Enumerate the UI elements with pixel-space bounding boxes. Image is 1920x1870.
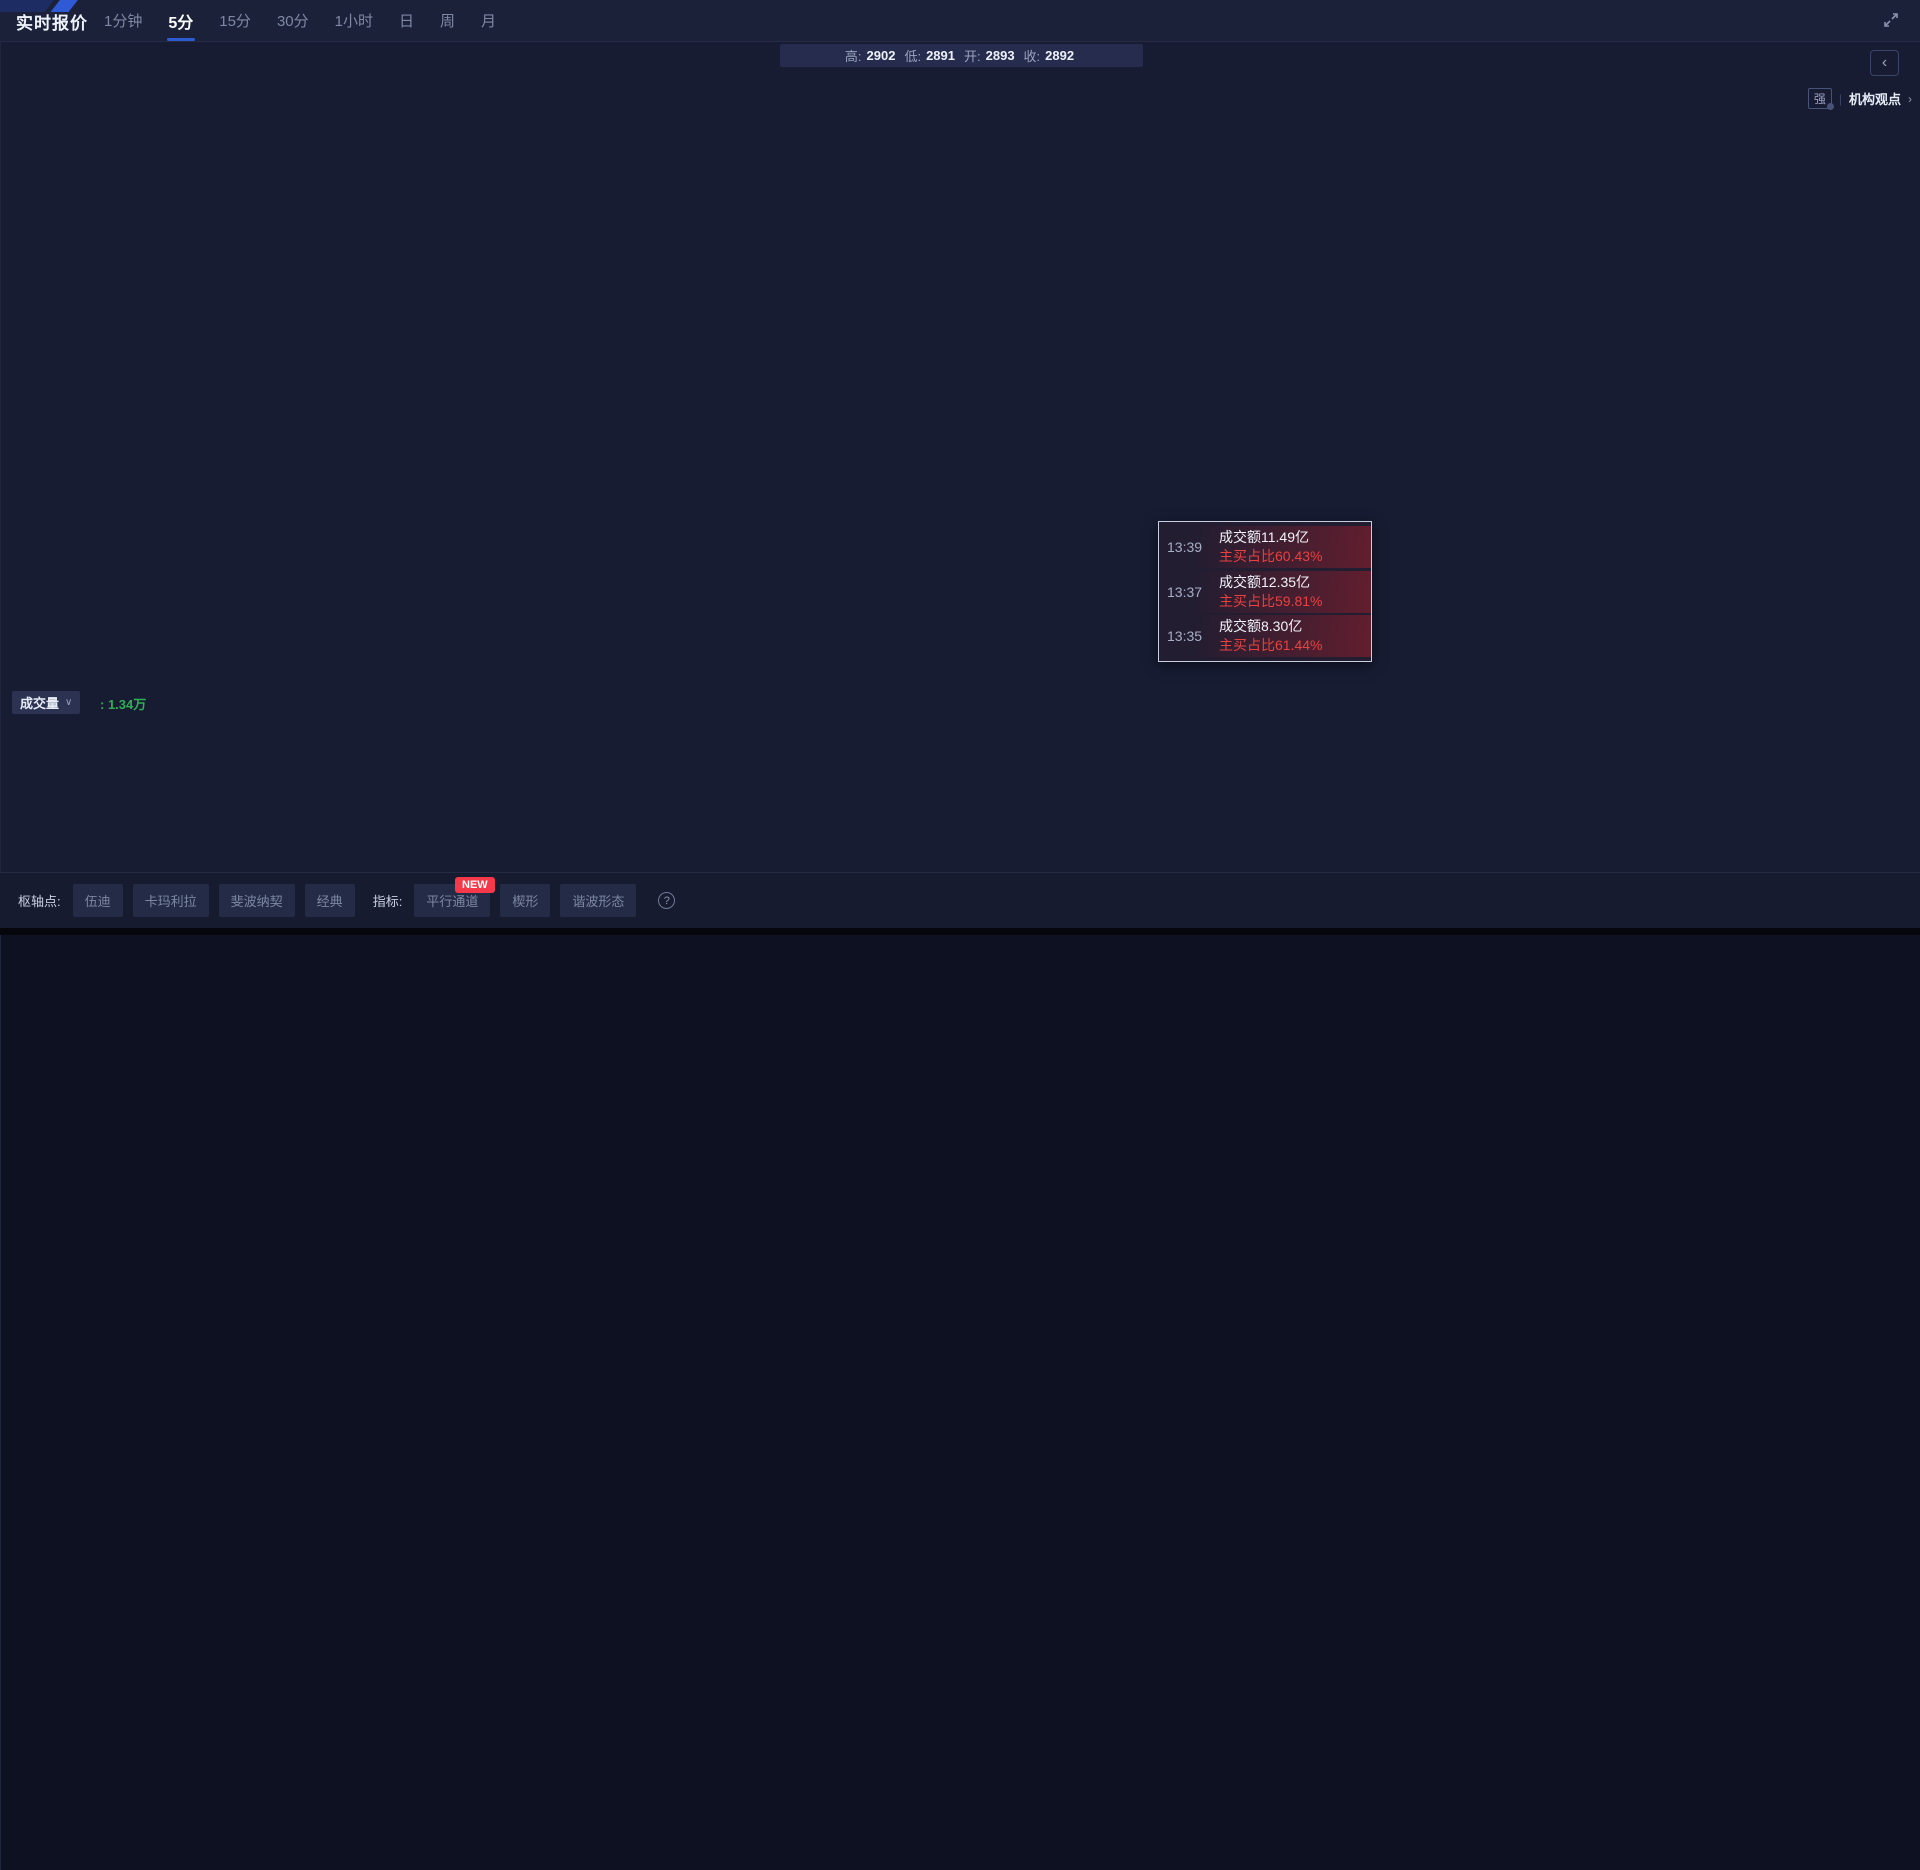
high-value: 2902 <box>866 48 896 63</box>
pivot-button-伍迪[interactable]: 伍迪 <box>72 884 123 917</box>
volume-current-value: : 1.34万 <box>100 697 147 712</box>
open-label: 开: <box>964 49 981 64</box>
tooltip-time: 13:39 <box>1167 539 1203 556</box>
collapse-fullscreen-icon[interactable] <box>1882 11 1900 29</box>
chevron-right-icon: › <box>1908 91 1912 106</box>
sentiment-strength-badge: 强 <box>1807 88 1834 110</box>
chart-workspace: ←2902←2850290028902880287028602850289428… <box>0 0 1920 935</box>
close-value: 2892 <box>1045 48 1075 63</box>
tooltip-time: 13:37 <box>1167 583 1203 600</box>
tab-月[interactable]: 月 <box>481 13 497 30</box>
indicator-button-楔形[interactable]: 楔形 <box>500 884 551 917</box>
volume-label: 成交量 <box>20 696 60 711</box>
indicator-buttons-group: 平行通道 楔形 谐波形态 <box>414 884 637 917</box>
volume-indicator-dropdown[interactable]: 成交量 ∨ <box>12 691 81 714</box>
tooltip-row: 13:35 成交额8.30亿主买占比61.44% <box>1159 614 1371 657</box>
tooltip-turnover: 成交额8.30亿 <box>1219 617 1303 634</box>
tab-日[interactable]: 日 <box>398 13 414 30</box>
tab-周[interactable]: 周 <box>439 13 455 30</box>
interval-tabs: 1分钟 5分 15分 30分 1小时 日 周 月 <box>104 0 496 41</box>
bottom-edge-strip <box>0 928 1920 935</box>
grid-line-v <box>0 1528 1 1870</box>
tab-1分钟[interactable]: 1分钟 <box>104 13 143 30</box>
tooltip-row: 13:39 成交额11.49亿 主买占比60.43% <box>1159 526 1371 569</box>
pivot-label: 枢轴点: <box>18 894 61 909</box>
open-value: 2893 <box>985 48 1015 63</box>
low-label: 低: <box>904 49 922 64</box>
low-value: 2891 <box>926 48 955 63</box>
chevron-down-icon: ∨ <box>65 697 73 708</box>
institution-view-link[interactable]: 机构观点 <box>1848 92 1901 107</box>
institution-view-row: 强 | 机构观点 › <box>1807 88 1912 110</box>
pivot-button-卡玛利拉[interactable]: 卡玛利拉 <box>132 884 209 917</box>
tooltip-buy-ratio: 主买占比61.44% <box>1219 636 1323 653</box>
tooltip-buy-ratio: 主买占比60.43% <box>1219 548 1323 565</box>
tab-30分[interactable]: 30分 <box>276 13 309 30</box>
help-icon[interactable]: ? <box>658 892 676 909</box>
ohlc-info-bar: 高: 2902 低: 2891 开: 2893 收: 2892 <box>780 44 1143 67</box>
tooltip-time: 13:35 <box>1167 627 1203 644</box>
tooltip-row: 13:37 成交额12.35亿 主买占比59.81% <box>1159 570 1371 613</box>
new-feature-badge: NEW <box>455 877 495 893</box>
tab-1小时[interactable]: 1小时 <box>334 13 373 30</box>
grid-line-v <box>0 0 1 764</box>
indicator-button-平行通道[interactable]: 平行通道 <box>414 884 491 917</box>
tooltip-buy-ratio: 主买占比59.81% <box>1219 592 1323 609</box>
bottom-toolbar: 枢轴点: 伍迪 卡玛利拉 斐波纳契 经典 指标: 平行通道 楔形 谐波形态 ? <box>0 873 1920 928</box>
close-label: 收: <box>1023 49 1041 64</box>
indicator-button-谐波形态[interactable]: 谐波形态 <box>560 884 637 917</box>
tooltip-turnover: 成交额11.49亿 <box>1219 529 1309 546</box>
tooltip-values: 成交额12.35亿 主买占比59.81% <box>1219 573 1322 611</box>
tooltip-turnover: 成交额12.35亿 <box>1219 573 1311 590</box>
divider: | <box>1838 91 1842 106</box>
tooltip-values: 成交额11.49亿 主买占比60.43% <box>1219 528 1322 566</box>
tab-5分[interactable]: 5分 <box>168 0 193 41</box>
pivot-button-经典[interactable]: 经典 <box>304 884 355 917</box>
pivot-button-斐波纳契[interactable]: 斐波纳契 <box>218 884 295 917</box>
page-title: 实时报价 <box>16 14 88 33</box>
toolbar-divider <box>0 872 1920 873</box>
panel-collapse-button[interactable]: ‹ <box>1870 50 1899 76</box>
tooltip-values: 成交额8.30亿主买占比61.44% <box>1219 617 1322 655</box>
tab-15分[interactable]: 15分 <box>219 13 251 30</box>
pivot-buttons-group: 伍迪 卡玛利拉 斐波纳契 经典 <box>72 884 355 917</box>
high-label: 高: <box>844 49 862 64</box>
indicator-label: 指标: <box>372 894 403 909</box>
turnover-tooltip: 13:39 成交额11.49亿 主买占比60.43% 13:37 成交额12.35亿 主买… <box>1158 521 1372 662</box>
top-bar: 实时报价 1分钟 5分 15分 30分 1小时 日 周 月 <box>0 0 1920 42</box>
